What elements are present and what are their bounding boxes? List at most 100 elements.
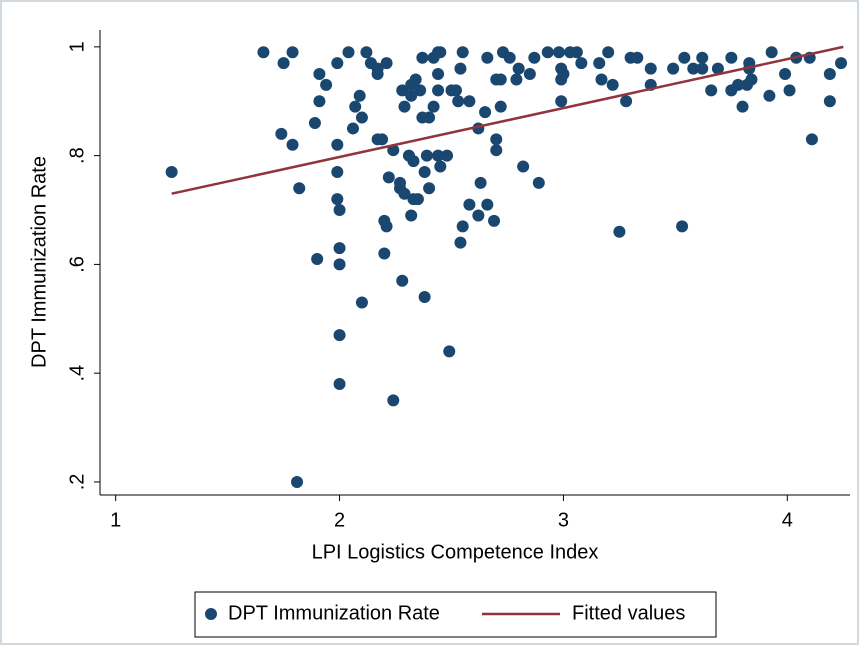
- point: [355, 296, 368, 309]
- point: [602, 46, 615, 59]
- y-tick-label: .8: [66, 147, 88, 164]
- point: [353, 89, 366, 102]
- point: [676, 220, 689, 233]
- point: [517, 160, 530, 173]
- legend-label: Fitted values: [572, 602, 685, 624]
- point: [441, 149, 454, 162]
- point: [783, 84, 796, 97]
- point: [313, 95, 326, 108]
- point: [481, 198, 494, 211]
- point: [528, 51, 541, 64]
- point: [396, 274, 409, 287]
- point: [805, 133, 818, 146]
- point: [320, 78, 333, 91]
- point: [454, 62, 467, 75]
- point: [736, 100, 749, 113]
- point: [745, 73, 758, 86]
- point: [380, 220, 393, 233]
- x-tick-label: 3: [558, 509, 569, 531]
- point: [418, 165, 431, 178]
- point: [481, 51, 494, 64]
- point: [678, 51, 691, 64]
- point: [411, 193, 424, 206]
- point: [275, 127, 288, 140]
- point: [779, 68, 792, 81]
- point: [494, 100, 507, 113]
- point: [456, 220, 469, 233]
- point: [434, 46, 447, 59]
- point: [420, 149, 433, 162]
- point: [705, 84, 718, 97]
- point: [463, 198, 476, 211]
- point: [291, 475, 304, 488]
- y-tick-label: .4: [66, 365, 88, 382]
- point: [557, 68, 570, 81]
- point: [667, 62, 680, 75]
- point: [494, 73, 507, 86]
- point: [490, 133, 503, 146]
- point: [311, 252, 324, 265]
- point: [407, 155, 420, 168]
- y-tick-label: 1: [66, 41, 88, 52]
- point: [552, 46, 565, 59]
- y-tick-label: .6: [66, 256, 88, 273]
- point: [696, 51, 709, 64]
- point: [454, 236, 467, 249]
- point: [490, 144, 503, 157]
- point: [606, 78, 619, 91]
- point: [409, 73, 422, 86]
- point: [355, 111, 368, 124]
- point: [333, 329, 346, 342]
- point: [380, 57, 393, 70]
- point: [696, 62, 709, 75]
- point: [398, 100, 411, 113]
- point: [376, 133, 389, 146]
- point: [541, 46, 554, 59]
- point: [398, 187, 411, 200]
- point: [510, 73, 523, 86]
- point: [286, 46, 299, 59]
- point: [382, 171, 395, 184]
- point: [333, 204, 346, 217]
- legend-label: DPT Immunization Rate: [228, 602, 440, 624]
- point: [286, 138, 299, 151]
- point: [474, 176, 487, 189]
- point: [570, 46, 583, 59]
- point: [631, 51, 644, 64]
- point: [432, 149, 445, 162]
- point: [823, 95, 836, 108]
- point: [333, 258, 346, 271]
- fit-line: [171, 45, 844, 195]
- point: [405, 89, 418, 102]
- point: [331, 57, 344, 70]
- point: [331, 165, 344, 178]
- y-axis-label: DPT Immunization Rate: [28, 156, 50, 368]
- legend-box: [194, 591, 717, 638]
- point: [331, 193, 344, 206]
- point: [449, 84, 462, 97]
- point: [463, 95, 476, 108]
- point: [835, 57, 848, 70]
- point: [293, 182, 306, 195]
- point: [512, 62, 525, 75]
- point: [346, 122, 359, 135]
- x-tick-label: 4: [782, 509, 793, 531]
- point: [387, 144, 400, 157]
- point: [423, 111, 436, 124]
- point: [613, 225, 626, 238]
- point: [503, 51, 516, 64]
- point: [687, 62, 700, 75]
- point: [333, 242, 346, 255]
- point: [595, 73, 608, 86]
- point: [472, 209, 485, 222]
- point: [765, 46, 778, 59]
- point: [165, 165, 178, 178]
- point: [620, 95, 633, 108]
- point: [423, 182, 436, 195]
- point: [443, 345, 456, 358]
- point: [360, 46, 373, 59]
- x-tick-label: 2: [334, 509, 345, 531]
- point: [488, 214, 501, 227]
- point: [763, 89, 776, 102]
- point: [418, 291, 431, 304]
